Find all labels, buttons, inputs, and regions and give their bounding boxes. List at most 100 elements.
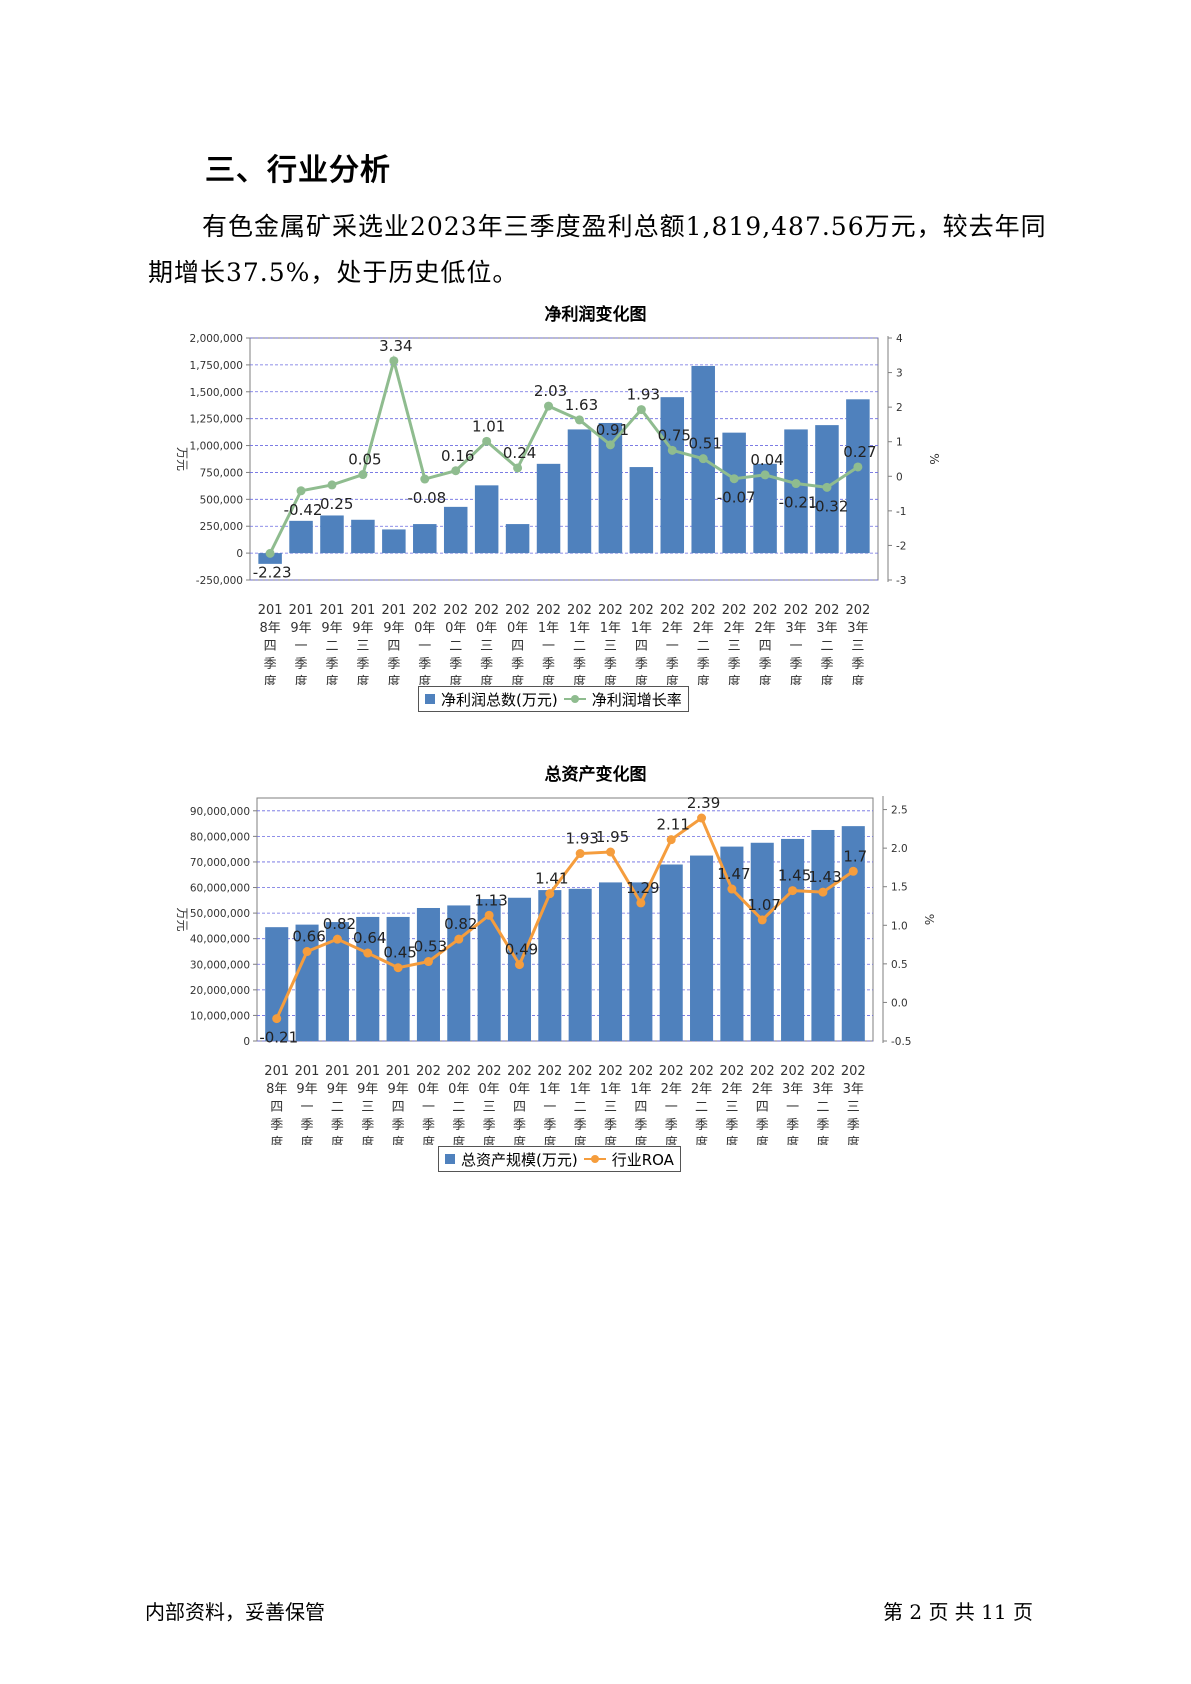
y2-tick-label: -1 bbox=[896, 506, 906, 518]
x-tick-label: 一 bbox=[418, 639, 431, 654]
x-tick-label: 202 bbox=[659, 1064, 684, 1079]
bar bbox=[325, 922, 349, 1041]
x-tick-label: 度 bbox=[820, 674, 833, 685]
bar bbox=[320, 515, 344, 554]
data-label: 0.53 bbox=[414, 938, 447, 956]
x-tick-label: 季 bbox=[543, 1118, 556, 1133]
x-tick-label: 二 bbox=[820, 639, 833, 654]
line-point bbox=[332, 934, 342, 944]
y2-tick-label: 0.0 bbox=[891, 997, 908, 1009]
x-tick-label: 度 bbox=[574, 1135, 587, 1145]
x-tick-label: 202 bbox=[815, 603, 840, 618]
x-tick-label: 度 bbox=[816, 1135, 829, 1145]
data-label: -0.32 bbox=[810, 497, 849, 515]
x-tick-label: 1年 bbox=[539, 1082, 560, 1097]
x-tick-label: 8年 bbox=[266, 1082, 287, 1097]
data-label: 1.41 bbox=[535, 870, 568, 888]
x-tick-label: 度 bbox=[725, 1135, 738, 1145]
y-tick-label: 50,000,000 bbox=[190, 908, 250, 920]
x-tick-label: 季 bbox=[666, 657, 679, 672]
x-tick-label: 201 bbox=[355, 1064, 380, 1079]
line-point bbox=[818, 887, 828, 897]
x-tick-label: 度 bbox=[604, 674, 617, 685]
x-tick-label: 202 bbox=[691, 603, 716, 618]
y2-axis-title: % bbox=[927, 453, 941, 464]
legend-series-2-label: 净利润增长率 bbox=[591, 690, 682, 709]
y-tick-label: 750,000 bbox=[200, 467, 243, 479]
x-tick-label: 三 bbox=[847, 1100, 860, 1115]
y2-tick-label: 0.5 bbox=[891, 959, 908, 971]
line-point bbox=[544, 401, 554, 411]
y-tick-label: 1,500,000 bbox=[190, 387, 243, 399]
data-label: 1.95 bbox=[596, 828, 629, 846]
x-tick-label: 二 bbox=[449, 639, 462, 654]
x-tick-label: 202 bbox=[446, 1064, 471, 1079]
line-point bbox=[636, 898, 646, 908]
data-label: -0.42 bbox=[284, 501, 323, 519]
line-point bbox=[636, 405, 646, 415]
data-label: -0.08 bbox=[407, 489, 446, 507]
series-line bbox=[268, 354, 859, 555]
data-label: 0.24 bbox=[503, 444, 536, 462]
line-point bbox=[302, 947, 312, 957]
x-tick-label: 202 bbox=[416, 1064, 441, 1079]
x-tick-label: 季 bbox=[759, 657, 772, 672]
footer-page-number: 第 2 页 共 11 页 bbox=[883, 1600, 1033, 1624]
y-tick-label: -250,000 bbox=[196, 575, 243, 587]
x-tick-label: 202 bbox=[629, 603, 654, 618]
bar bbox=[567, 429, 592, 554]
line-point bbox=[482, 436, 492, 446]
x-tick-label: 2年 bbox=[691, 1082, 712, 1097]
x-tick-label: 度 bbox=[356, 674, 369, 685]
data-label: 0.45 bbox=[383, 944, 416, 962]
data-label: 0.82 bbox=[323, 915, 356, 933]
x-tick-label: 季 bbox=[635, 657, 648, 672]
bar bbox=[413, 524, 437, 554]
x-tick-label: 一 bbox=[666, 639, 679, 654]
data-label: 0.64 bbox=[353, 929, 386, 947]
data-label: 1.7 bbox=[843, 847, 867, 865]
line-point bbox=[727, 884, 737, 894]
x-tick-label: 四 bbox=[511, 639, 524, 654]
x-tick-label: 二 bbox=[452, 1100, 465, 1115]
x-tick-label: 0年 bbox=[414, 621, 435, 636]
x-tick-label: 1年 bbox=[631, 621, 652, 636]
x-tick-label: 202 bbox=[477, 1064, 502, 1079]
legend-series-1-label: 净利润总数(万元) bbox=[441, 690, 558, 709]
y2-tick-label: 1.5 bbox=[891, 882, 908, 894]
x-tick-label: 9年 bbox=[357, 1082, 378, 1097]
x-tick-label: 202 bbox=[753, 603, 778, 618]
line-point bbox=[822, 482, 832, 492]
x-tick-label: 度 bbox=[387, 674, 400, 685]
x-tick-label: 201 bbox=[386, 1064, 411, 1079]
x-tick-label: 度 bbox=[635, 674, 648, 685]
x-tick-label: 季 bbox=[728, 657, 741, 672]
x-tick-label: 季 bbox=[847, 1118, 860, 1133]
x-tick-label: 季 bbox=[573, 657, 586, 672]
x-tick-label: 度 bbox=[295, 674, 308, 685]
x-tick-label: 季 bbox=[480, 657, 493, 672]
line-point bbox=[514, 960, 524, 970]
bar bbox=[722, 432, 746, 554]
x-tick-label: 202 bbox=[845, 603, 870, 618]
x-tick-label: 二 bbox=[697, 639, 710, 654]
x-tick-label: 202 bbox=[505, 603, 530, 618]
x-tick-label: 202 bbox=[567, 603, 592, 618]
series-line bbox=[275, 815, 855, 1020]
bar bbox=[443, 506, 468, 554]
x-tick-label: 二 bbox=[574, 1100, 587, 1115]
line-point bbox=[698, 454, 708, 464]
x-tick-label: 度 bbox=[270, 1135, 283, 1145]
x-tick-label: 季 bbox=[422, 1118, 435, 1133]
legend-series-2-label: 行业ROA bbox=[611, 1150, 674, 1169]
y-tick-label: 30,000,000 bbox=[190, 959, 250, 971]
x-tick-label: 季 bbox=[295, 657, 308, 672]
x-tick-label: 2年 bbox=[693, 621, 714, 636]
x-tick-label: 季 bbox=[604, 1118, 617, 1133]
bar bbox=[507, 897, 532, 1041]
x-tick-label: 三 bbox=[851, 639, 864, 654]
x-tick-label: 一 bbox=[542, 639, 555, 654]
x-tick-label: 季 bbox=[264, 657, 277, 672]
x-tick-label: 一 bbox=[665, 1100, 678, 1115]
bar bbox=[265, 927, 289, 1041]
